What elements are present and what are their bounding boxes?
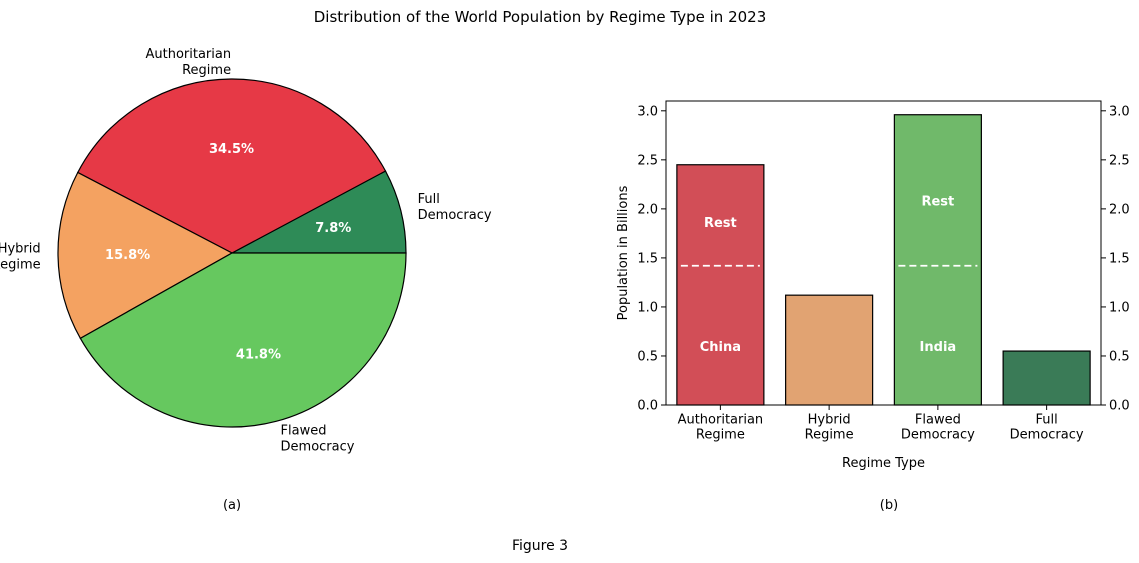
split-lower-label: India: [920, 340, 957, 355]
pie-pct-label: 15.8%: [105, 248, 150, 263]
y-tick-label-left: 1.5: [637, 251, 658, 266]
y-tick-label-right: 2.5: [1109, 153, 1130, 168]
pie-slice-label: Full Democracy: [418, 192, 492, 223]
pie-slice-authoritarian-regime: [76, 78, 387, 254]
y-tick-label-right: 1.5: [1109, 251, 1130, 266]
bar-flawed-democracy: [893, 114, 982, 406]
y-tick-label-left: 3.0: [637, 104, 658, 119]
y-axis-label: Population in Billions: [616, 185, 631, 320]
x-axis-label: Regime Type: [842, 456, 925, 471]
y-tick-label-left: 1.0: [637, 300, 658, 315]
y-tick-label-right: 1.0: [1109, 300, 1130, 315]
x-tick-label: Flawed Democracy: [901, 413, 975, 443]
pie-pct-label: 34.5%: [209, 142, 254, 157]
pie-chart: 7.8% Full Democracy 34.5% Authoritarian Regim…: [0, 47, 492, 455]
x-tick-label: Authoritarian Regime: [678, 413, 764, 443]
y-tick-label-left: 0.0: [637, 399, 658, 414]
figure-title: Distribution of the World Population by …: [314, 8, 767, 26]
pie-slice-label: Flawed Democracy: [281, 424, 355, 455]
pie-slice-label: Authoritarian Regime: [145, 47, 231, 78]
pie-pct-label: 41.8%: [236, 347, 281, 362]
y-tick-label-left: 0.5: [637, 349, 658, 364]
x-tick-label: Hybrid Regime: [805, 413, 854, 443]
pie-pct-label: 7.8%: [315, 221, 351, 236]
y-tick-label-left: 2.0: [637, 202, 658, 217]
y-tick-label-left: 2.5: [637, 153, 658, 168]
figure-caption: Figure 3: [512, 538, 568, 554]
y-tick-label-right: 0.5: [1109, 349, 1130, 364]
y-tick-label-right: 3.0: [1109, 104, 1130, 119]
bar-caption: (b): [880, 498, 898, 513]
bar-hybrid-regime: [785, 294, 874, 406]
pie-slice-flawed-democracy: [79, 252, 407, 428]
y-tick-label-right: 0.0: [1109, 399, 1130, 414]
pie-caption: (a): [223, 498, 241, 513]
y-tick-label-right: 2.0: [1109, 202, 1130, 217]
bar-chart: China Rest India Rest 0.0 0.0 0.5 0.5 1.0 1.0 1.5 1…: [616, 100, 1130, 471]
pie-slice-hybrid-regime: [57, 171, 234, 340]
split-lower-label: China: [700, 340, 741, 355]
bar-full-democracy: [1002, 350, 1091, 406]
x-tick-label: Full Democracy: [1010, 413, 1084, 443]
bar-authoritarian-regime: [676, 164, 765, 406]
split-upper-label: Rest: [921, 194, 954, 209]
plot-frame: [665, 100, 1102, 406]
split-upper-label: Rest: [704, 216, 737, 231]
